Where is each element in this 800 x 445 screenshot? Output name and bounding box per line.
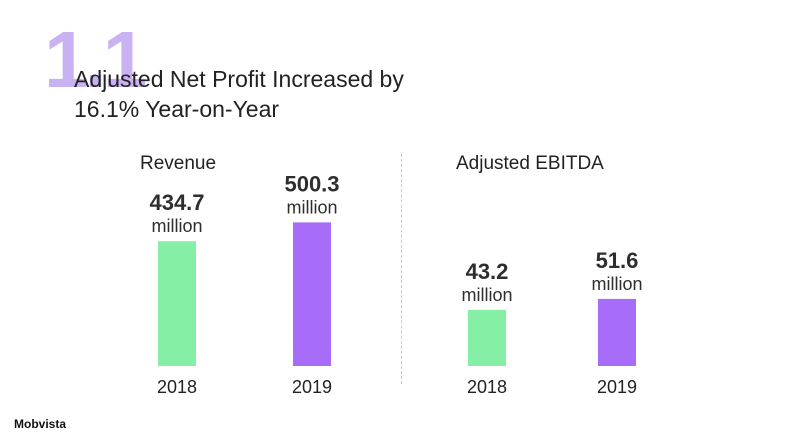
ebitda-unit-label-2018: million — [461, 285, 512, 305]
title-line-1: Adjusted Net Profit Increased by — [74, 66, 404, 92]
revenue-tick-label-2018: 2018 — [157, 377, 197, 397]
revenue-unit-label-2019: million — [286, 197, 337, 217]
ebitda-bar-2019 — [598, 298, 636, 366]
ebitda-chart-title: Adjusted EBITDA — [456, 153, 604, 174]
chart-divider — [401, 154, 402, 384]
ebitda-tick-label-2019: 2019 — [597, 377, 637, 397]
ebitda-bar-2018 — [468, 309, 506, 366]
revenue-bar-2019 — [293, 222, 331, 366]
revenue-unit-label-2018: million — [151, 216, 202, 236]
ebitda-value-label-2018: 43.2 — [466, 259, 509, 284]
ebitda-tick-label-2018: 2018 — [467, 377, 507, 397]
revenue-value-label-2019: 500.3 — [284, 171, 339, 196]
revenue-tick-label-2019: 2019 — [292, 377, 332, 397]
revenue-chart-title: Revenue — [140, 153, 216, 174]
revenue-value-label-2018: 434.7 — [149, 190, 204, 215]
ebitda-unit-label-2019: million — [591, 274, 642, 294]
revenue-bar-2018 — [158, 241, 196, 366]
ebitda-value-label-2019: 51.6 — [596, 248, 639, 273]
title-line-2: 16.1% Year-on-Year — [74, 96, 280, 122]
section-number: 1.1 — [44, 15, 147, 104]
mobvista-logo: Mobvista — [14, 417, 67, 431]
page-title: Adjusted Net Profit Increased by 16.1% Y… — [74, 64, 594, 124]
